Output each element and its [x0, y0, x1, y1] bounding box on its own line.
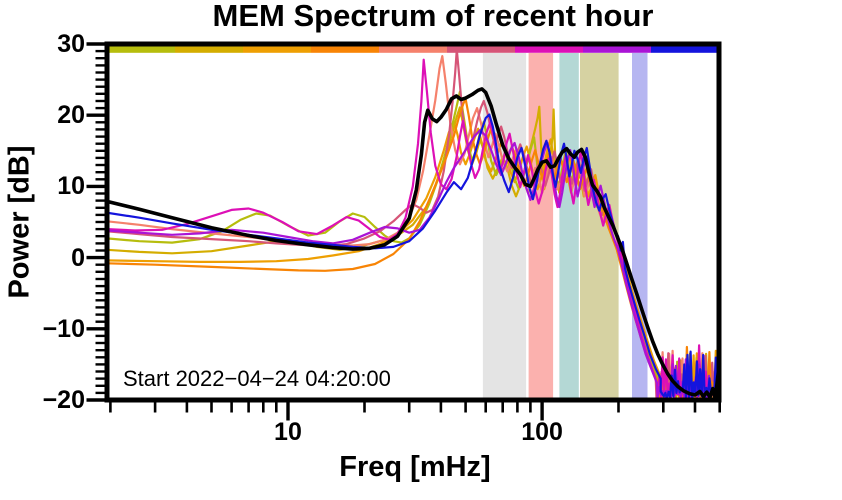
- start-time-annotation: Start 2022−04−24 04:20:00: [123, 366, 391, 391]
- x-tick-label: 10: [274, 418, 302, 446]
- series-gold: [107, 105, 719, 401]
- series-orange: [107, 97, 719, 401]
- band-cyan: [559, 53, 579, 398]
- time-colorbar-segment: [107, 46, 175, 53]
- time-colorbar-segment: [651, 46, 719, 53]
- y-tick-label: −10: [42, 314, 85, 343]
- x-axis-title: Freq [mHz]: [339, 451, 491, 483]
- band-gray: [482, 53, 527, 398]
- y-tick-label: 10: [57, 172, 85, 201]
- band-pink: [528, 53, 554, 398]
- time-colorbar-segment: [379, 46, 447, 53]
- axes-frame: [104, 41, 722, 403]
- series-blue: [107, 113, 719, 401]
- time-colorbar-segment: [175, 46, 243, 53]
- y-tick-label: 30: [57, 30, 85, 58]
- axis-ticks: [86, 42, 722, 421]
- x-tick-label: 100: [521, 418, 563, 446]
- y-tick-label: 20: [57, 101, 85, 130]
- spectra-curves: [107, 48, 719, 401]
- time-colorbar-segment: [515, 46, 583, 53]
- time-colorbar-segment: [311, 46, 379, 53]
- time-colorbar: [107, 46, 719, 53]
- time-colorbar-segment: [447, 46, 515, 53]
- chart-title: MEM Spectrum of recent hour: [212, 0, 654, 33]
- time-colorbar-segment: [583, 46, 651, 53]
- series-olive: [107, 90, 719, 401]
- series-magenta: [107, 58, 719, 401]
- y-tick-label: −20: [42, 386, 85, 414]
- series-mean-black: [107, 87, 719, 401]
- time-colorbar-segment: [243, 46, 311, 53]
- y-axis-title: Power [dB]: [3, 145, 36, 299]
- y-tick-label: 0: [71, 243, 85, 272]
- shaded-bands: [482, 53, 648, 398]
